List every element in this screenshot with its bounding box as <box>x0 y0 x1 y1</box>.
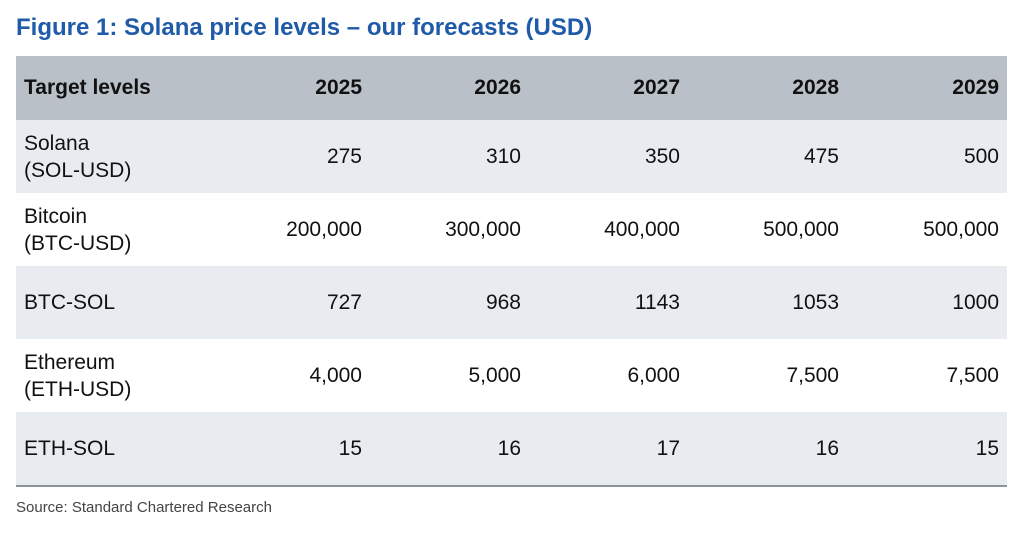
column-header: 2028 <box>688 56 847 120</box>
value-cell: 5,000 <box>370 339 529 412</box>
value-cell: 1000 <box>847 266 1007 339</box>
row-label-ticker: (SOL-USD) <box>24 158 132 182</box>
value-cell: 500,000 <box>847 193 1007 266</box>
table-row: Ethereum (ETH-USD) 4,000 5,000 6,000 7,500 7,5… <box>16 339 1007 412</box>
value-cell: 968 <box>370 266 529 339</box>
row-label: Bitcoin (BTC-USD) <box>16 193 211 266</box>
row-label-ticker: (ETH-USD) <box>24 377 132 401</box>
value-cell: 1143 <box>529 266 688 339</box>
value-cell: 17 <box>529 412 688 487</box>
value-cell: 350 <box>529 120 688 193</box>
table-row: ETH-SOL 15 16 17 16 15 <box>16 412 1007 487</box>
value-cell: 200,000 <box>211 193 370 266</box>
column-header: 2026 <box>370 56 529 120</box>
value-cell: 500 <box>847 120 1007 193</box>
table-header-row: Target levels 2025 2026 2027 2028 2029 <box>16 56 1007 120</box>
table-row: Solana (SOL-USD) 275 310 350 475 500 <box>16 120 1007 193</box>
row-label-ticker: (BTC-USD) <box>24 231 132 255</box>
column-header: Target levels <box>16 56 211 120</box>
value-cell: 7,500 <box>688 339 847 412</box>
value-cell: 475 <box>688 120 847 193</box>
value-cell: 300,000 <box>370 193 529 266</box>
row-label: BTC-SOL <box>16 266 211 339</box>
column-header: 2025 <box>211 56 370 120</box>
table-row: BTC-SOL 727 968 1143 1053 1000 <box>16 266 1007 339</box>
value-cell: 15 <box>847 412 1007 487</box>
source-note: Source: Standard Chartered Research <box>16 499 272 516</box>
row-label-name: ETH-SOL <box>24 437 116 460</box>
value-cell: 310 <box>370 120 529 193</box>
row-label: ETH-SOL <box>16 412 211 487</box>
value-cell: 15 <box>211 412 370 487</box>
table-row: Bitcoin (BTC-USD) 200,000 300,000 400,000 500… <box>16 193 1007 266</box>
value-cell: 16 <box>688 412 847 487</box>
value-cell: 727 <box>211 266 370 339</box>
row-label-name: BTC-SOL <box>24 291 116 314</box>
value-cell: 500,000 <box>688 193 847 266</box>
figure-title: Figure 1: Solana price levels – our fore… <box>16 14 593 41</box>
row-label-name: Bitcoin <box>24 204 88 228</box>
value-cell: 16 <box>370 412 529 487</box>
column-header: 2027 <box>529 56 688 120</box>
value-cell: 7,500 <box>847 339 1007 412</box>
value-cell: 275 <box>211 120 370 193</box>
value-cell: 6,000 <box>529 339 688 412</box>
row-label: Ethereum (ETH-USD) <box>16 339 211 412</box>
forecast-table: Target levels 2025 2026 2027 2028 2029 S… <box>16 56 1007 487</box>
row-label: Solana (SOL-USD) <box>16 120 211 193</box>
value-cell: 4,000 <box>211 339 370 412</box>
value-cell: 1053 <box>688 266 847 339</box>
value-cell: 400,000 <box>529 193 688 266</box>
column-header: 2029 <box>847 56 1007 120</box>
row-label-name: Ethereum <box>24 350 116 374</box>
row-label-name: Solana <box>24 131 90 155</box>
